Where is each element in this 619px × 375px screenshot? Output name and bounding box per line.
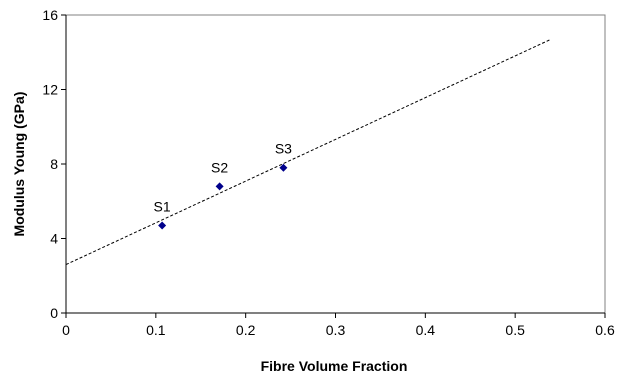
data-point-s1 [158,221,167,230]
x-axis-title: Fibre Volume Fraction [261,358,408,374]
plot-frame [65,14,606,314]
x-tick-label: 0.2 [236,322,256,338]
y-tick-label: 8 [50,156,58,172]
axes: 0 4 8 12 16 0 0.1 0.2 0.3 0.4 0.5 0.6 [42,7,615,338]
point-label-s2: S2 [211,159,228,175]
y-axis-title: Modulus Young (GPa) [11,92,27,237]
y-tick-label: 12 [42,82,58,98]
x-tick-label: 0.1 [146,322,166,338]
x-tick-label: 0.5 [505,322,525,338]
x-tick-label: 0.3 [326,322,346,338]
x-tick-label: 0 [62,322,70,338]
linear-trendline [65,38,552,266]
y-tick-label: 0 [50,305,58,321]
data-point-s3 [279,163,288,172]
data-point-s2 [215,182,224,191]
data-points-layer [158,163,288,230]
y-tick-label: 16 [42,7,58,23]
x-tick-label: 0.6 [595,322,615,338]
x-tick-label: 0.4 [416,322,436,338]
y-tick-label: 4 [50,231,58,247]
point-label-s1: S1 [154,198,171,214]
point-labels-layer: S1 S2 S3 [154,141,293,215]
point-label-s3: S3 [275,141,292,157]
trendline-layer [65,38,552,266]
plot-area [65,14,606,314]
